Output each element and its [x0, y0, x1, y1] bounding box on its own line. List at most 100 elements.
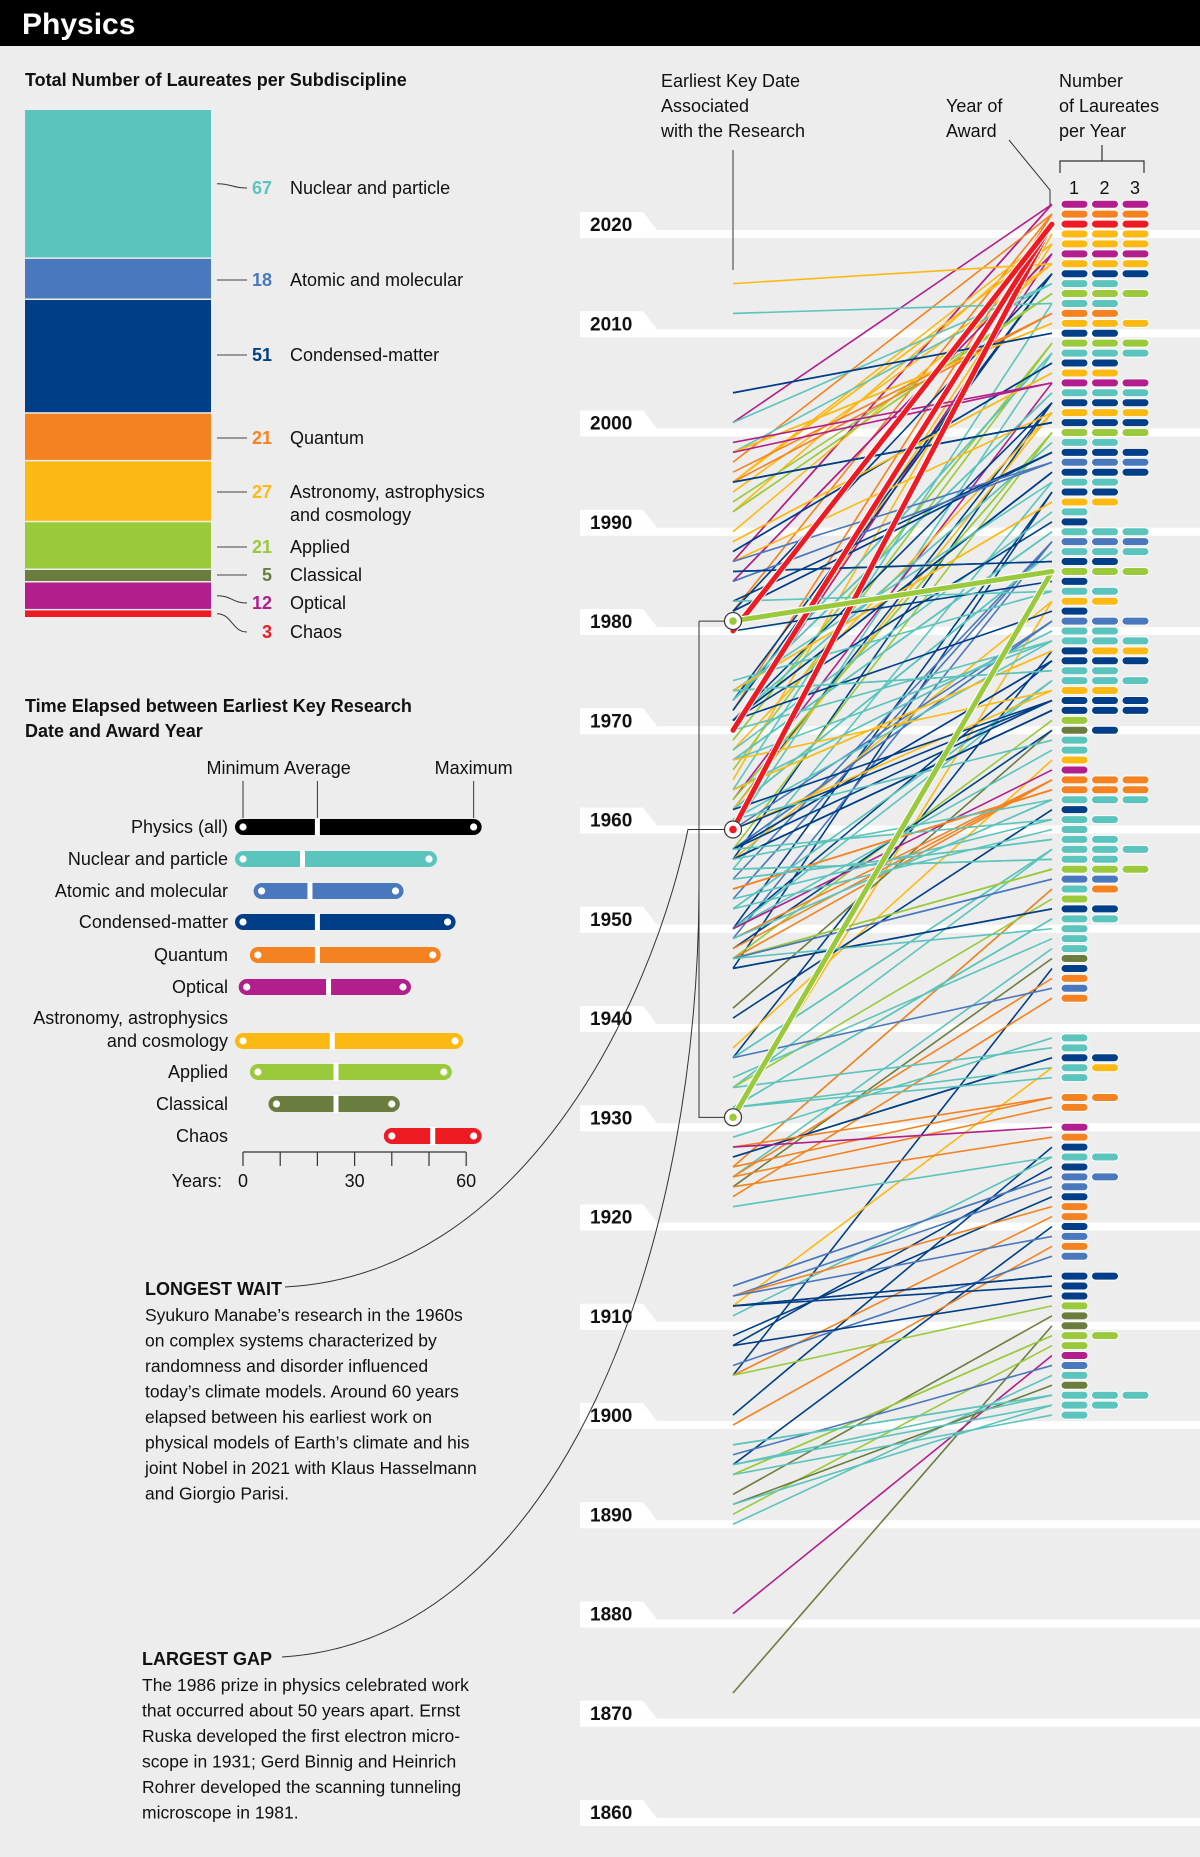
laureate-dash	[1091, 616, 1119, 626]
largest-text-line: that occurred about 50 years apart. Erns…	[142, 1701, 460, 1721]
laureate-dash	[1060, 954, 1089, 964]
largest-text-line: microscope in 1981.	[142, 1803, 299, 1823]
laureate-line	[732, 1295, 1053, 1347]
laureate-line	[732, 640, 1053, 821]
laureate-dash	[1060, 834, 1089, 844]
count-tick-label: 2	[1099, 178, 1109, 198]
laureate-line	[732, 273, 1053, 711]
laureate-dash	[1060, 547, 1089, 557]
elapsed-min-dot	[239, 823, 247, 831]
year-label-box	[580, 906, 657, 925]
laureate-dash	[1091, 229, 1119, 239]
total-count: 21	[252, 428, 272, 448]
laureate-dash	[1060, 338, 1089, 348]
laureate-dash	[1060, 279, 1089, 289]
laureate-dash	[1060, 745, 1089, 755]
largest-text-line: Ruska developed the first electron micro…	[142, 1726, 460, 1746]
year-tick-label: 1860	[590, 1803, 632, 1824]
count-tick-label: 3	[1130, 178, 1140, 198]
year-gridline	[580, 1818, 1200, 1826]
laureate-line	[732, 1066, 1053, 1109]
year-gridline	[580, 627, 1200, 635]
longest-wait-leader	[284, 829, 725, 1288]
laureate-dash	[1060, 348, 1089, 358]
laureate-line	[732, 262, 1053, 285]
laureate-dash	[1091, 358, 1119, 368]
laureate-dash	[1060, 914, 1089, 924]
laureate-line	[732, 798, 1053, 861]
laureate-dash	[1060, 1410, 1089, 1420]
elapsed-min-dot	[239, 918, 247, 926]
year-gridline	[580, 1321, 1200, 1330]
year-tick-label: 1990	[590, 513, 632, 534]
year-label-box	[580, 1006, 657, 1024]
elapsed-average-mark	[314, 818, 320, 836]
laureate-dash	[1060, 874, 1089, 884]
laureate-dash	[1091, 1172, 1119, 1182]
laureate-dash	[1091, 695, 1119, 705]
total-bar-segment	[25, 300, 211, 413]
laureate-dash	[1091, 596, 1119, 606]
laureate-dash	[1060, 1142, 1089, 1152]
leader-line	[216, 595, 248, 604]
laureate-line	[732, 1067, 1053, 1307]
largest-text-line: The 1986 prize in physics celebrated wor…	[142, 1675, 469, 1695]
highlighted-lines	[729, 220, 1056, 1121]
laureate-dash	[1091, 447, 1119, 457]
laureate-line	[732, 322, 1053, 454]
laureate-line	[732, 481, 1053, 692]
laureate-dash	[1060, 358, 1089, 368]
laureate-dash	[1091, 269, 1119, 279]
laureate-dash	[1121, 1390, 1150, 1400]
year-tick-label: 1950	[590, 910, 632, 931]
elapsed-min-dot	[254, 1068, 262, 1076]
count-column-label: of Laureates	[1059, 96, 1159, 116]
years-tick-label: 0	[238, 1171, 248, 1191]
elapsed-average-mark	[314, 946, 320, 964]
laureate-line	[732, 699, 1053, 851]
laureate-dash	[1060, 1162, 1089, 1172]
year-gridline	[580, 329, 1200, 338]
research-marker-dot	[729, 617, 737, 625]
elapsed-average-mark	[300, 850, 306, 868]
laureate-dash	[1060, 1331, 1089, 1341]
year-label-box	[580, 1403, 657, 1421]
total-count: 51	[252, 345, 272, 365]
research-marker-dot	[729, 1113, 737, 1122]
elapsed-row-label: Chaos	[176, 1126, 228, 1146]
laureate-line	[732, 699, 1053, 811]
laureate-line	[732, 312, 1053, 483]
laureate-line	[732, 382, 1053, 444]
year-gridline	[580, 1123, 1200, 1132]
elapsed-max-dot	[391, 887, 400, 895]
laureate-dash	[1060, 229, 1089, 239]
longest-title: LONGEST WAIT	[145, 1279, 282, 1299]
year-tick-label: 1870	[590, 1704, 632, 1725]
laureate-dash	[1121, 338, 1150, 348]
total-label: and cosmology	[290, 505, 411, 525]
laureate-line	[732, 1245, 1053, 1426]
laureate-dash	[1121, 547, 1150, 557]
total-label: Atomic and molecular	[290, 270, 463, 290]
year-gridline	[580, 1024, 1200, 1032]
laureate-line	[732, 937, 1053, 1079]
laureate-dash	[1121, 785, 1150, 795]
year-gridline	[580, 230, 1200, 238]
laureate-dash	[1060, 825, 1089, 834]
elapsed-row-label: and cosmology	[107, 1031, 228, 1051]
laureate-dash	[1121, 527, 1150, 537]
laureate-dash	[1060, 973, 1089, 983]
laureate-dash	[1060, 328, 1089, 338]
laureate-dash	[1091, 259, 1119, 269]
laureate-dash	[1060, 636, 1089, 646]
laureate-dash	[1121, 318, 1150, 328]
laureate-line	[732, 342, 1053, 771]
laureate-dash	[1060, 686, 1089, 696]
laureate-dash	[1091, 348, 1119, 358]
laureate-dash	[1060, 418, 1089, 428]
laureate-line	[732, 868, 1053, 960]
laureate-line	[732, 1096, 1053, 1148]
totals-panel: Total Number of Laureates per Subdiscipl…	[25, 70, 485, 642]
laureate-dash	[1060, 1370, 1089, 1380]
laureate-dash	[1121, 229, 1150, 239]
